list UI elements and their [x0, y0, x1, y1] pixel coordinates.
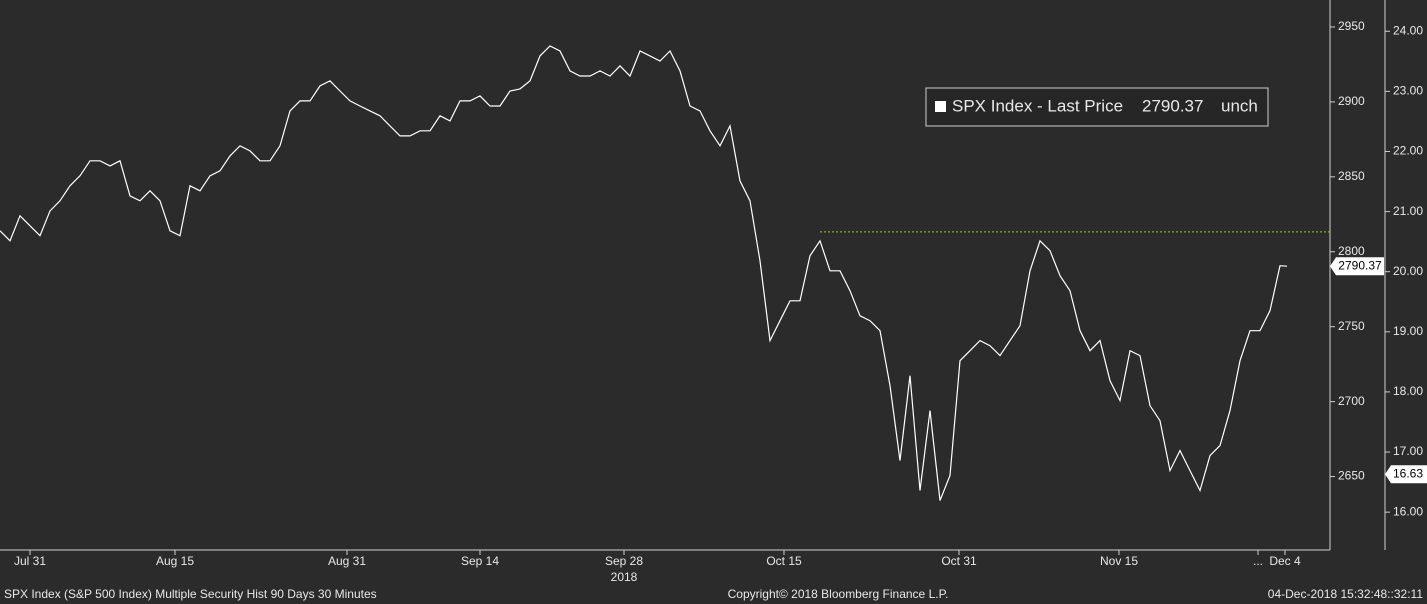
x-year-label: 2018 — [611, 570, 638, 584]
footer-left: SPX Index (S&P 500 Index) Multiple Secur… — [4, 587, 377, 601]
x-tick-label: Dec 4 — [1269, 554, 1301, 568]
legend-box — [925, 87, 1269, 127]
y2-tick-label: 19.00 — [1393, 324, 1423, 338]
y-tick-label: 2750 — [1338, 319, 1365, 333]
y2-tick-label: 17.00 — [1393, 444, 1423, 458]
last-price-marker — [1330, 257, 1384, 276]
y2-tick-label: 21.00 — [1393, 204, 1423, 218]
x-tick-label: Sep 28 — [605, 554, 643, 568]
legend-label: SPX Index - Last Price — [952, 96, 1123, 115]
x-tick-label: Aug 15 — [156, 554, 194, 568]
x-tick-label: Jul 31 — [14, 554, 46, 568]
x-tick-label: Nov 15 — [1100, 554, 1138, 568]
y-tick-label: 2800 — [1338, 244, 1365, 258]
y-tick-label: 2850 — [1338, 169, 1365, 183]
x-tick-label: Aug 31 — [328, 554, 366, 568]
y2-tick-label: 20.00 — [1393, 264, 1423, 278]
y2-tick-label: 16.00 — [1393, 504, 1423, 518]
y-tick-label: 2950 — [1338, 19, 1365, 33]
x-tick-label: Oct 31 — [941, 554, 977, 568]
y-tick-label: 2900 — [1338, 94, 1365, 108]
y2-tick-label: 23.00 — [1393, 84, 1423, 98]
y2-tick-label: 22.00 — [1393, 144, 1423, 158]
x-tick-label: Oct 15 — [766, 554, 802, 568]
y2-tick-label: 24.00 — [1393, 23, 1423, 37]
x-tick-label: Sep 14 — [461, 554, 499, 568]
y2-marker — [1385, 465, 1427, 484]
legend-change: unch — [1221, 96, 1258, 115]
x-tick-label: ... — [1253, 554, 1263, 568]
y2-tick-label: 18.00 — [1393, 384, 1423, 398]
footer-center: Copyright© 2018 Bloomberg Finance L.P. — [728, 587, 949, 601]
y-tick-label: 2700 — [1338, 394, 1365, 408]
legend-last-price: 2790.37 — [1142, 96, 1203, 115]
legend-swatch — [935, 101, 946, 112]
last-price-label: 2790.37 — [1338, 258, 1382, 272]
y2-marker-label: 16.63 — [1393, 466, 1423, 480]
y-tick-label: 2650 — [1338, 469, 1365, 483]
price-line — [0, 45, 1288, 501]
footer-right: 04-Dec-2018 15:32:48::32:11 — [1268, 587, 1424, 601]
